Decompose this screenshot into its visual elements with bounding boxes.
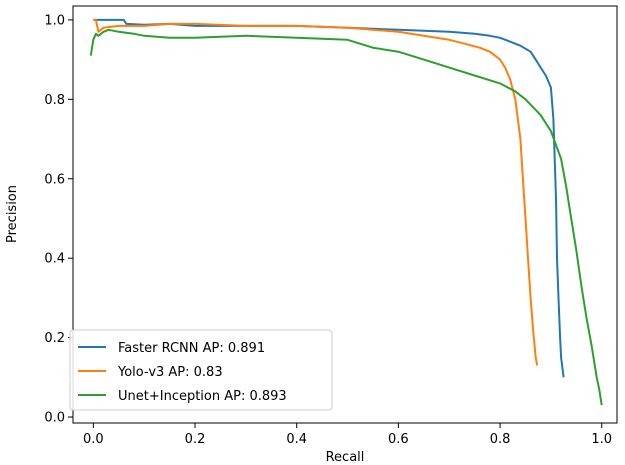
y-tick-label: 0.8 bbox=[44, 93, 65, 108]
x-tick-label: 0.0 bbox=[83, 432, 104, 447]
legend-box bbox=[69, 329, 333, 411]
x-tick-label: 1.0 bbox=[591, 432, 612, 447]
legend: Faster RCNN AP: 0.891 Yolo-v3 AP: 0.83 Une… bbox=[69, 329, 333, 411]
y-axis-label: Precision bbox=[5, 185, 20, 243]
series-layer bbox=[89, 18, 603, 406]
x-tick-label: 0.2 bbox=[185, 432, 206, 447]
y-tick-label: 1.0 bbox=[44, 13, 65, 28]
x-tick-label: 0.8 bbox=[490, 432, 511, 447]
x-axis-ticks: 0.0 0.2 0.4 0.6 0.8 1.0 bbox=[83, 423, 612, 447]
y-axis-ticks: 0.0 0.2 0.4 0.6 0.8 1.0 bbox=[44, 13, 73, 426]
x-tick-label: 0.4 bbox=[286, 432, 307, 447]
series-line-1 bbox=[93, 18, 539, 366]
y-tick-label: 0.2 bbox=[44, 331, 65, 346]
y-tick-label: 0.0 bbox=[44, 411, 65, 426]
x-axis-label: Recall bbox=[326, 450, 365, 465]
series-line-2 bbox=[89, 28, 603, 406]
y-tick-label: 0.4 bbox=[44, 252, 65, 267]
legend-label-0: Faster RCNN AP: 0.891 bbox=[118, 341, 265, 356]
y-tick-label: 0.6 bbox=[44, 172, 65, 187]
legend-label-2: Unet+Inception AP: 0.893 bbox=[118, 389, 287, 404]
legend-label-1: Yolo-v3 AP: 0.83 bbox=[117, 365, 223, 380]
x-tick-label: 0.6 bbox=[388, 432, 409, 447]
